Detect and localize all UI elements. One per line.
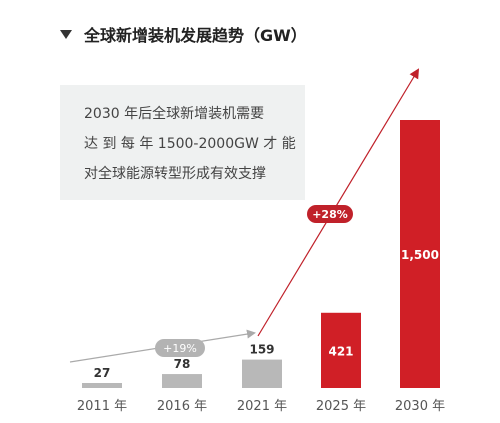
note-line-2: 达 到 每 年 1500-2000GW 才 能 [84, 136, 296, 152]
tick-label: 2016 年 [157, 399, 207, 414]
bar [242, 359, 282, 388]
note-line-1: 2030 年后全球新增装机需要 [84, 106, 265, 122]
data-label: 421 [328, 344, 353, 358]
chart-header: 全球新增装机发展趋势（GW） [60, 22, 307, 46]
data-label: 78 [174, 357, 191, 371]
growth-badge-gray [155, 339, 205, 357]
tick-label: 2011 年 [77, 399, 127, 414]
tick-label: 2025 年 [316, 399, 366, 414]
growth-badge-red [307, 205, 353, 223]
note-box: 2030 年后全球新增装机需要 达 到 每 年 1500-2000GW 才 能 … [60, 85, 305, 200]
growth-arrow-red [257, 68, 420, 337]
growth-label-gray: +19% [163, 342, 197, 355]
bar [400, 120, 440, 388]
bar [162, 374, 202, 388]
tick-label: 2021 年 [237, 399, 287, 414]
growth-label-red: +28% [312, 208, 348, 221]
data-label: 1,500 [401, 248, 439, 262]
bar [321, 312, 361, 388]
data-label: 27 [94, 366, 111, 380]
data-label: 159 [249, 343, 274, 357]
bar [82, 383, 122, 388]
tick-label: 2030 年 [395, 399, 445, 414]
note-line-3: 对全球能源转型形成有效支撑 [84, 166, 266, 182]
triangle-down-icon [60, 29, 72, 39]
chart-title: 全球新增装机发展趋势（GW） [84, 26, 307, 45]
